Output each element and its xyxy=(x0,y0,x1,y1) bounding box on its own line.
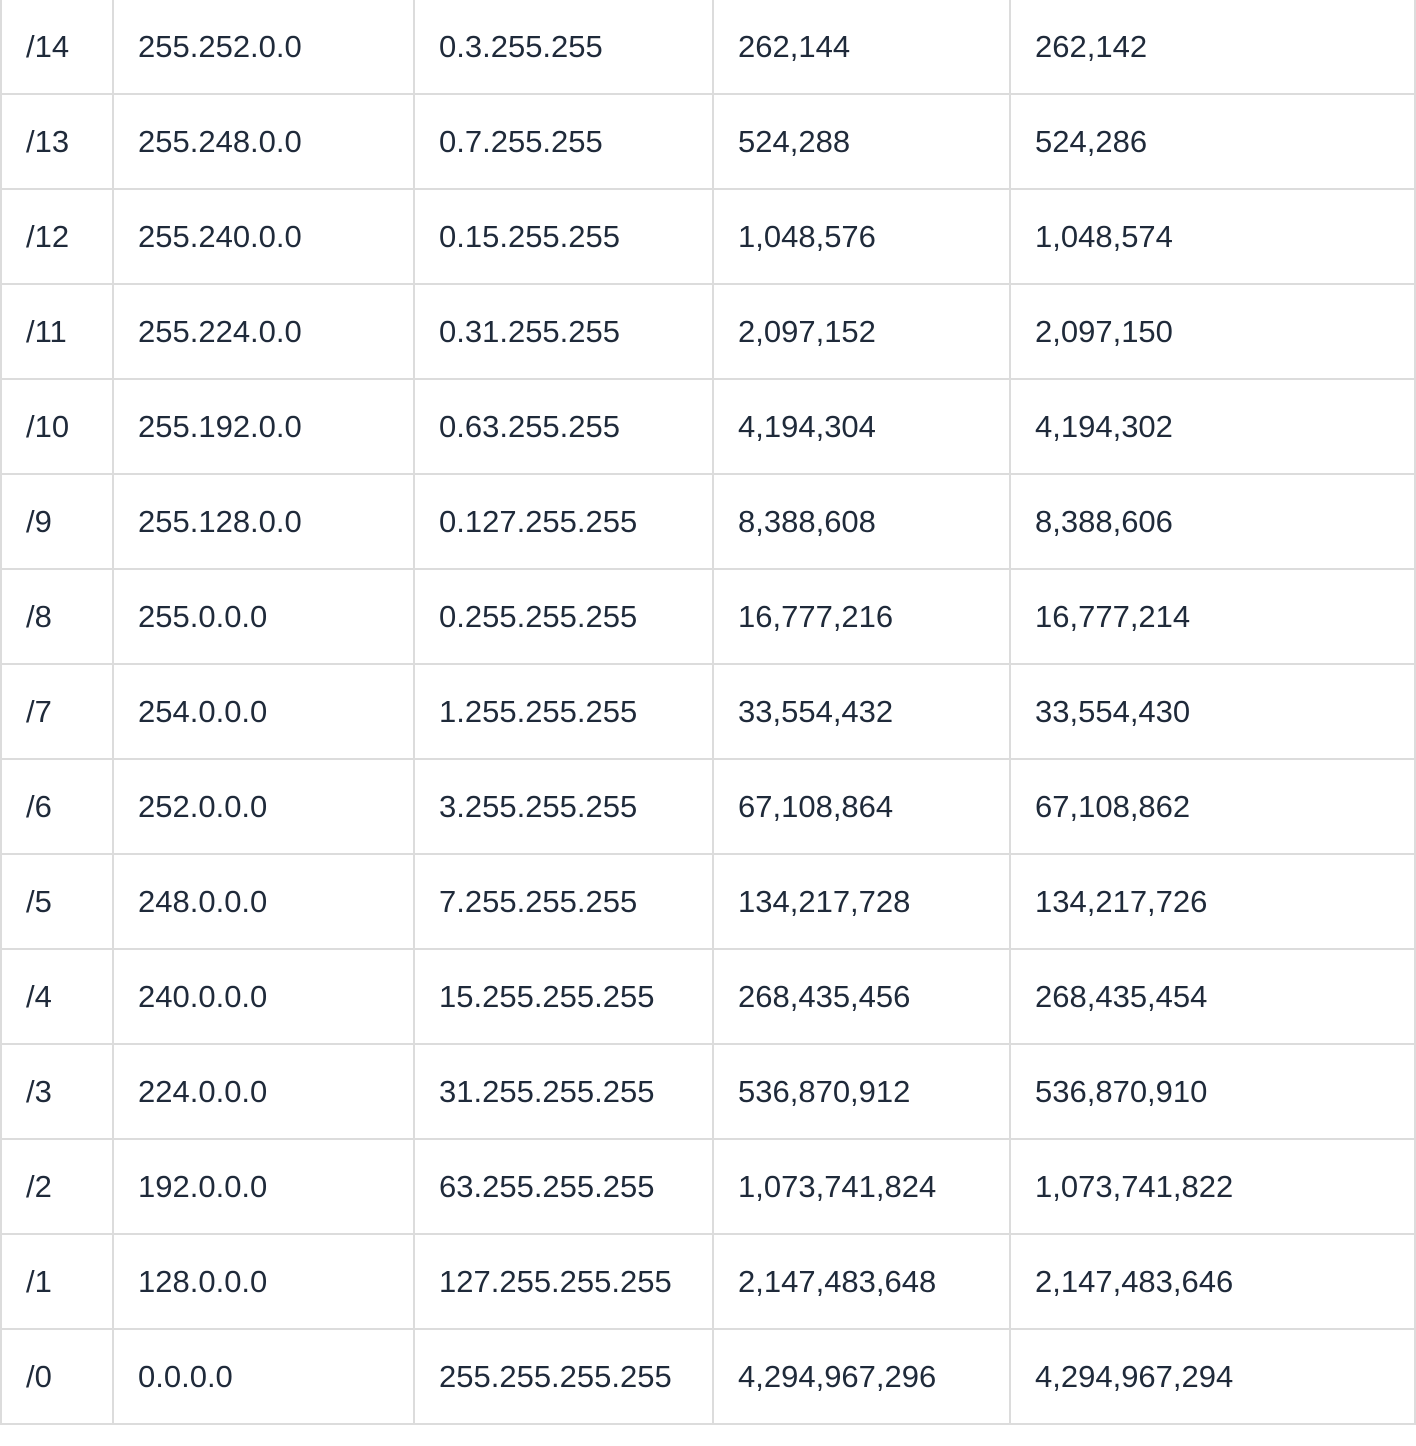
usable-hosts-cell: 2,147,483,646 xyxy=(1009,1233,1416,1330)
wildcard-mask-cell: 7.255.255.255 xyxy=(413,853,714,950)
usable-hosts-cell: 268,435,454 xyxy=(1009,948,1416,1045)
wildcard-mask-cell: 0.15.255.255 xyxy=(413,188,714,285)
subnet-mask-cell: 255.252.0.0 xyxy=(112,0,415,95)
cidr-cell: /9 xyxy=(0,473,114,570)
usable-hosts-cell: 134,217,726 xyxy=(1009,853,1416,950)
table-row: /14 255.252.0.0 0.3.255.255 262,144 262,… xyxy=(0,0,1416,95)
wildcard-mask-cell: 0.31.255.255 xyxy=(413,283,714,380)
usable-hosts-cell: 2,097,150 xyxy=(1009,283,1416,380)
usable-hosts-cell: 4,294,967,294 xyxy=(1009,1328,1416,1425)
subnet-mask-cell: 255.240.0.0 xyxy=(112,188,415,285)
cidr-cell: /1 xyxy=(0,1233,114,1330)
usable-hosts-cell: 8,388,606 xyxy=(1009,473,1416,570)
table-row: /7 254.0.0.0 1.255.255.255 33,554,432 33… xyxy=(0,663,1416,760)
wildcard-mask-cell: 0.127.255.255 xyxy=(413,473,714,570)
cidr-cell: /2 xyxy=(0,1138,114,1235)
subnet-mask-cell: 240.0.0.0 xyxy=(112,948,415,1045)
usable-hosts-cell: 262,142 xyxy=(1009,0,1416,95)
cidr-cell: /10 xyxy=(0,378,114,475)
cidr-cell: /6 xyxy=(0,758,114,855)
wildcard-mask-cell: 15.255.255.255 xyxy=(413,948,714,1045)
total-addresses-cell: 16,777,216 xyxy=(712,568,1011,665)
wildcard-mask-cell: 3.255.255.255 xyxy=(413,758,714,855)
cidr-cell: /4 xyxy=(0,948,114,1045)
table-row: /12 255.240.0.0 0.15.255.255 1,048,576 1… xyxy=(0,188,1416,285)
wildcard-mask-cell: 0.63.255.255 xyxy=(413,378,714,475)
usable-hosts-cell: 4,194,302 xyxy=(1009,378,1416,475)
cidr-cell: /12 xyxy=(0,188,114,285)
total-addresses-cell: 524,288 xyxy=(712,93,1011,190)
usable-hosts-cell: 524,286 xyxy=(1009,93,1416,190)
wildcard-mask-cell: 1.255.255.255 xyxy=(413,663,714,760)
table-row: /10 255.192.0.0 0.63.255.255 4,194,304 4… xyxy=(0,378,1416,475)
wildcard-mask-cell: 0.3.255.255 xyxy=(413,0,714,95)
subnet-mask-cell: 254.0.0.0 xyxy=(112,663,415,760)
wildcard-mask-cell: 31.255.255.255 xyxy=(413,1043,714,1140)
table-row: /13 255.248.0.0 0.7.255.255 524,288 524,… xyxy=(0,93,1416,190)
subnet-mask-cell: 192.0.0.0 xyxy=(112,1138,415,1235)
total-addresses-cell: 4,194,304 xyxy=(712,378,1011,475)
total-addresses-cell: 2,097,152 xyxy=(712,283,1011,380)
total-addresses-cell: 1,073,741,824 xyxy=(712,1138,1011,1235)
total-addresses-cell: 67,108,864 xyxy=(712,758,1011,855)
subnet-mask-cell: 128.0.0.0 xyxy=(112,1233,415,1330)
wildcard-mask-cell: 0.255.255.255 xyxy=(413,568,714,665)
cidr-cell: /0 xyxy=(0,1328,114,1425)
subnet-mask-cell: 255.128.0.0 xyxy=(112,473,415,570)
total-addresses-cell: 2,147,483,648 xyxy=(712,1233,1011,1330)
table-row: /9 255.128.0.0 0.127.255.255 8,388,608 8… xyxy=(0,473,1416,570)
total-addresses-cell: 8,388,608 xyxy=(712,473,1011,570)
table-row: /4 240.0.0.0 15.255.255.255 268,435,456 … xyxy=(0,948,1416,1045)
cidr-cell: /8 xyxy=(0,568,114,665)
table-row: /5 248.0.0.0 7.255.255.255 134,217,728 1… xyxy=(0,853,1416,950)
cidr-cell: /7 xyxy=(0,663,114,760)
usable-hosts-cell: 536,870,910 xyxy=(1009,1043,1416,1140)
total-addresses-cell: 268,435,456 xyxy=(712,948,1011,1045)
table-row: /6 252.0.0.0 3.255.255.255 67,108,864 67… xyxy=(0,758,1416,855)
cidr-cell: /13 xyxy=(0,93,114,190)
usable-hosts-cell: 67,108,862 xyxy=(1009,758,1416,855)
total-addresses-cell: 134,217,728 xyxy=(712,853,1011,950)
subnet-mask-cell: 0.0.0.0 xyxy=(112,1328,415,1425)
subnet-mask-cell: 224.0.0.0 xyxy=(112,1043,415,1140)
subnet-mask-cell: 255.0.0.0 xyxy=(112,568,415,665)
table-row: /8 255.0.0.0 0.255.255.255 16,777,216 16… xyxy=(0,568,1416,665)
cidr-cell: /5 xyxy=(0,853,114,950)
total-addresses-cell: 1,048,576 xyxy=(712,188,1011,285)
table-row: /2 192.0.0.0 63.255.255.255 1,073,741,82… xyxy=(0,1138,1416,1235)
wildcard-mask-cell: 63.255.255.255 xyxy=(413,1138,714,1235)
usable-hosts-cell: 33,554,430 xyxy=(1009,663,1416,760)
total-addresses-cell: 262,144 xyxy=(712,0,1011,95)
total-addresses-cell: 4,294,967,296 xyxy=(712,1328,1011,1425)
wildcard-mask-cell: 255.255.255.255 xyxy=(413,1328,714,1425)
table-row: /3 224.0.0.0 31.255.255.255 536,870,912 … xyxy=(0,1043,1416,1140)
table-row: /11 255.224.0.0 0.31.255.255 2,097,152 2… xyxy=(0,283,1416,380)
total-addresses-cell: 33,554,432 xyxy=(712,663,1011,760)
subnet-mask-cell: 252.0.0.0 xyxy=(112,758,415,855)
subnet-mask-cell: 255.192.0.0 xyxy=(112,378,415,475)
subnet-mask-cell: 248.0.0.0 xyxy=(112,853,415,950)
usable-hosts-cell: 16,777,214 xyxy=(1009,568,1416,665)
table-row: /0 0.0.0.0 255.255.255.255 4,294,967,296… xyxy=(0,1328,1416,1425)
subnet-mask-cell: 255.224.0.0 xyxy=(112,283,415,380)
cidr-cell: /3 xyxy=(0,1043,114,1140)
table-row: /1 128.0.0.0 127.255.255.255 2,147,483,6… xyxy=(0,1233,1416,1330)
wildcard-mask-cell: 127.255.255.255 xyxy=(413,1233,714,1330)
cidr-cell: /14 xyxy=(0,0,114,95)
cidr-cell: /11 xyxy=(0,283,114,380)
subnet-mask-cell: 255.248.0.0 xyxy=(112,93,415,190)
usable-hosts-cell: 1,048,574 xyxy=(1009,188,1416,285)
total-addresses-cell: 536,870,912 xyxy=(712,1043,1011,1140)
usable-hosts-cell: 1,073,741,822 xyxy=(1009,1138,1416,1235)
wildcard-mask-cell: 0.7.255.255 xyxy=(413,93,714,190)
